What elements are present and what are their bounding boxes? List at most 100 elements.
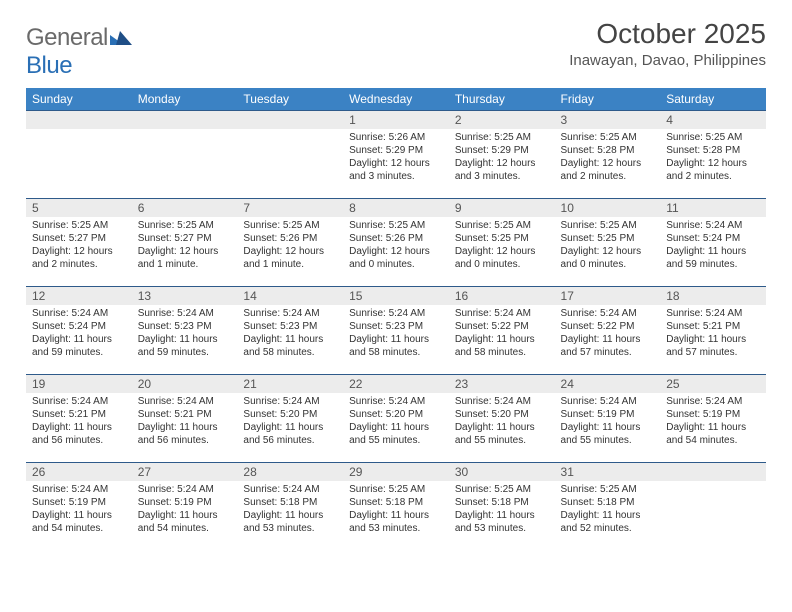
sunset-text: Sunset: 5:29 PM: [455, 144, 549, 157]
day-number: 5: [26, 199, 132, 217]
day-number: 12: [26, 287, 132, 305]
day-body: Sunrise: 5:25 AMSunset: 5:29 PMDaylight:…: [449, 129, 555, 187]
sunset-text: Sunset: 5:20 PM: [349, 408, 443, 421]
sunrise-text: Sunrise: 5:25 AM: [666, 131, 760, 144]
sunset-text: Sunset: 5:18 PM: [243, 496, 337, 509]
calendar-day-cell: 5Sunrise: 5:25 AMSunset: 5:27 PMDaylight…: [26, 199, 132, 287]
calendar-empty-cell: [660, 463, 766, 551]
day-body: [237, 129, 343, 179]
sunset-text: Sunset: 5:26 PM: [349, 232, 443, 245]
weekday-header: Sunday: [26, 88, 132, 111]
day-body: Sunrise: 5:25 AMSunset: 5:27 PMDaylight:…: [132, 217, 238, 275]
day-body: Sunrise: 5:24 AMSunset: 5:23 PMDaylight:…: [343, 305, 449, 363]
sunrise-text: Sunrise: 5:24 AM: [138, 483, 232, 496]
day-body: Sunrise: 5:25 AMSunset: 5:25 PMDaylight:…: [555, 217, 661, 275]
weekday-header: Monday: [132, 88, 238, 111]
daylight-text: Daylight: 12 hours and 2 minutes.: [666, 157, 760, 183]
daylight-text: Daylight: 11 hours and 58 minutes.: [243, 333, 337, 359]
daylight-text: Daylight: 12 hours and 1 minute.: [138, 245, 232, 271]
day-body: Sunrise: 5:24 AMSunset: 5:19 PMDaylight:…: [660, 393, 766, 451]
sunrise-text: Sunrise: 5:25 AM: [349, 483, 443, 496]
day-number: 1: [343, 111, 449, 129]
location-label: Inawayan, Davao, Philippines: [569, 52, 766, 69]
day-body: Sunrise: 5:24 AMSunset: 5:22 PMDaylight:…: [555, 305, 661, 363]
sunset-text: Sunset: 5:27 PM: [32, 232, 126, 245]
sunset-text: Sunset: 5:28 PM: [561, 144, 655, 157]
daylight-text: Daylight: 11 hours and 59 minutes.: [32, 333, 126, 359]
day-number: 7: [237, 199, 343, 217]
sunrise-text: Sunrise: 5:24 AM: [243, 307, 337, 320]
day-body: Sunrise: 5:25 AMSunset: 5:18 PMDaylight:…: [343, 481, 449, 539]
sunset-text: Sunset: 5:23 PM: [243, 320, 337, 333]
calendar-day-cell: 2Sunrise: 5:25 AMSunset: 5:29 PMDaylight…: [449, 111, 555, 199]
sunset-text: Sunset: 5:22 PM: [561, 320, 655, 333]
logo-mark-icon: [110, 24, 132, 51]
sunrise-text: Sunrise: 5:24 AM: [349, 395, 443, 408]
daylight-text: Daylight: 11 hours and 53 minutes.: [243, 509, 337, 535]
calendar-day-cell: 30Sunrise: 5:25 AMSunset: 5:18 PMDayligh…: [449, 463, 555, 551]
daylight-text: Daylight: 12 hours and 0 minutes.: [349, 245, 443, 271]
calendar-body: 1Sunrise: 5:26 AMSunset: 5:29 PMDaylight…: [26, 111, 766, 551]
calendar-day-cell: 13Sunrise: 5:24 AMSunset: 5:23 PMDayligh…: [132, 287, 238, 375]
daylight-text: Daylight: 11 hours and 54 minutes.: [138, 509, 232, 535]
calendar-day-cell: 1Sunrise: 5:26 AMSunset: 5:29 PMDaylight…: [343, 111, 449, 199]
sunset-text: Sunset: 5:20 PM: [243, 408, 337, 421]
sunset-text: Sunset: 5:19 PM: [666, 408, 760, 421]
calendar-day-cell: 18Sunrise: 5:24 AMSunset: 5:21 PMDayligh…: [660, 287, 766, 375]
calendar-day-cell: 3Sunrise: 5:25 AMSunset: 5:28 PMDaylight…: [555, 111, 661, 199]
day-number: 29: [343, 463, 449, 481]
day-number: 26: [26, 463, 132, 481]
calendar-day-cell: 29Sunrise: 5:25 AMSunset: 5:18 PMDayligh…: [343, 463, 449, 551]
calendar-header-row: SundayMondayTuesdayWednesdayThursdayFrid…: [26, 88, 766, 111]
sunrise-text: Sunrise: 5:25 AM: [138, 219, 232, 232]
calendar-day-cell: 22Sunrise: 5:24 AMSunset: 5:20 PMDayligh…: [343, 375, 449, 463]
day-number: 2: [449, 111, 555, 129]
sunset-text: Sunset: 5:24 PM: [32, 320, 126, 333]
day-number: 10: [555, 199, 661, 217]
day-number: 23: [449, 375, 555, 393]
sunrise-text: Sunrise: 5:24 AM: [666, 219, 760, 232]
sunrise-text: Sunrise: 5:25 AM: [455, 131, 549, 144]
daylight-text: Daylight: 11 hours and 53 minutes.: [349, 509, 443, 535]
day-body: Sunrise: 5:25 AMSunset: 5:28 PMDaylight:…: [660, 129, 766, 187]
page-title: October 2025: [569, 18, 766, 50]
day-number: [132, 111, 238, 129]
calendar-day-cell: 12Sunrise: 5:24 AMSunset: 5:24 PMDayligh…: [26, 287, 132, 375]
daylight-text: Daylight: 11 hours and 56 minutes.: [243, 421, 337, 447]
day-body: Sunrise: 5:25 AMSunset: 5:18 PMDaylight:…: [449, 481, 555, 539]
calendar-week-row: 1Sunrise: 5:26 AMSunset: 5:29 PMDaylight…: [26, 111, 766, 199]
sunrise-text: Sunrise: 5:24 AM: [243, 395, 337, 408]
sunrise-text: Sunrise: 5:24 AM: [138, 395, 232, 408]
calendar-day-cell: 20Sunrise: 5:24 AMSunset: 5:21 PMDayligh…: [132, 375, 238, 463]
daylight-text: Daylight: 11 hours and 59 minutes.: [666, 245, 760, 271]
day-number: 18: [660, 287, 766, 305]
daylight-text: Daylight: 12 hours and 2 minutes.: [561, 157, 655, 183]
calendar-day-cell: 23Sunrise: 5:24 AMSunset: 5:20 PMDayligh…: [449, 375, 555, 463]
day-number: 19: [26, 375, 132, 393]
calendar-day-cell: 8Sunrise: 5:25 AMSunset: 5:26 PMDaylight…: [343, 199, 449, 287]
title-block: October 2025 Inawayan, Davao, Philippine…: [569, 18, 766, 69]
calendar-empty-cell: [237, 111, 343, 199]
day-number: 28: [237, 463, 343, 481]
day-body: [26, 129, 132, 179]
calendar-week-row: 19Sunrise: 5:24 AMSunset: 5:21 PMDayligh…: [26, 375, 766, 463]
day-body: Sunrise: 5:26 AMSunset: 5:29 PMDaylight:…: [343, 129, 449, 187]
day-number: 24: [555, 375, 661, 393]
weekday-header: Saturday: [660, 88, 766, 111]
day-body: Sunrise: 5:24 AMSunset: 5:19 PMDaylight:…: [132, 481, 238, 539]
day-body: Sunrise: 5:24 AMSunset: 5:18 PMDaylight:…: [237, 481, 343, 539]
daylight-text: Daylight: 11 hours and 53 minutes.: [455, 509, 549, 535]
day-number: [237, 111, 343, 129]
sunrise-text: Sunrise: 5:24 AM: [32, 395, 126, 408]
calendar-day-cell: 17Sunrise: 5:24 AMSunset: 5:22 PMDayligh…: [555, 287, 661, 375]
sunset-text: Sunset: 5:23 PM: [349, 320, 443, 333]
daylight-text: Daylight: 12 hours and 2 minutes.: [32, 245, 126, 271]
calendar-day-cell: 28Sunrise: 5:24 AMSunset: 5:18 PMDayligh…: [237, 463, 343, 551]
day-body: Sunrise: 5:25 AMSunset: 5:18 PMDaylight:…: [555, 481, 661, 539]
logo-general: General: [26, 24, 108, 51]
sunset-text: Sunset: 5:25 PM: [561, 232, 655, 245]
sunset-text: Sunset: 5:19 PM: [561, 408, 655, 421]
daylight-text: Daylight: 11 hours and 55 minutes.: [349, 421, 443, 447]
day-body: [660, 481, 766, 531]
calendar-empty-cell: [26, 111, 132, 199]
